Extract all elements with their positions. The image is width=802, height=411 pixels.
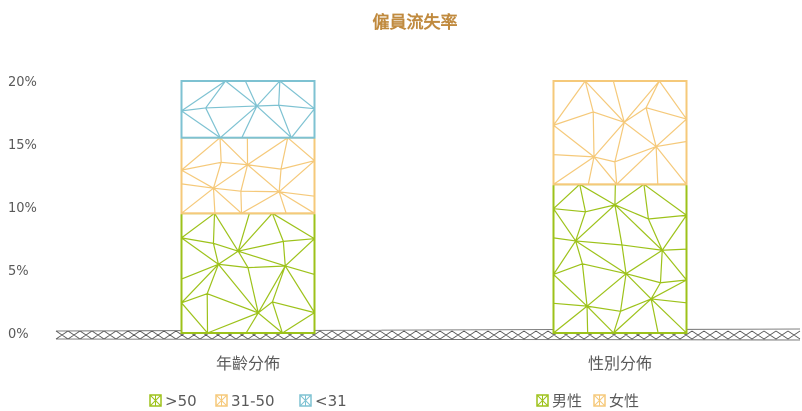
y-tick-label: 0% [8,327,29,342]
y-tick-label: 5% [8,264,29,279]
x-axis: 年齡分佈 性別分佈 [216,354,652,373]
bar-segment [180,136,316,215]
chart-title: 僱員流失率 [373,12,458,33]
legend-label: 31-50 [231,392,275,410]
bar-segment [180,80,316,139]
legend-item: 男性 [536,392,582,410]
bars [180,80,688,334]
x-axis-line [55,330,801,340]
legend-label: 男性 [552,392,582,410]
legend: >50 31-50 <31 男性 女性 [149,392,639,410]
bar-segment [552,80,688,186]
y-tick-label: 10% [8,201,37,216]
y-tick-label: 20% [8,75,37,90]
legend-label: 女性 [609,392,639,410]
legend-label: >50 [165,392,197,410]
category-label: 年齡分佈 [216,354,280,373]
legend-label: <31 [315,392,347,410]
legend-item: 女性 [593,392,639,410]
bar-segment [552,183,688,334]
legend-item: 31-50 [215,392,275,410]
y-axis: 0% 5% 10% 15% 20% [8,75,801,342]
y-tick-label: 15% [8,138,37,153]
legend-item: >50 [149,392,197,410]
legend-item: <31 [299,392,347,410]
bar-segment [180,212,316,334]
category-label: 性別分佈 [588,354,652,373]
